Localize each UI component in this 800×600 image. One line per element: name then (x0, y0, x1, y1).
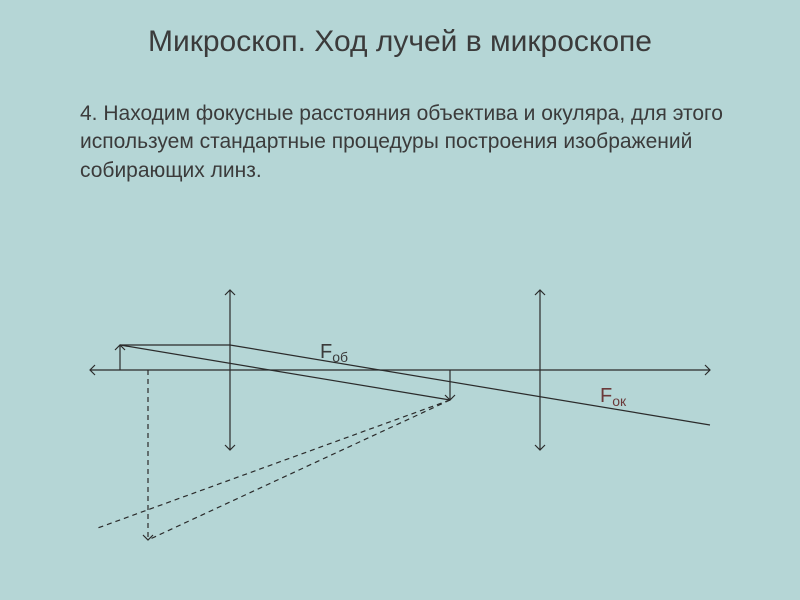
ray-diagram: Fоб Fок (0, 250, 800, 570)
label-f-eyepiece: Fок (600, 385, 627, 409)
slide-body-text: 4. Находим фокусные расстояния объектива… (80, 100, 740, 185)
slide-root: Микроскоп. Ход лучей в микроскопе 4. Нах… (0, 0, 800, 600)
slide-title: Микроскоп. Ход лучей в микроскопе (0, 25, 800, 59)
label-f-objective: Fоб (320, 341, 348, 365)
